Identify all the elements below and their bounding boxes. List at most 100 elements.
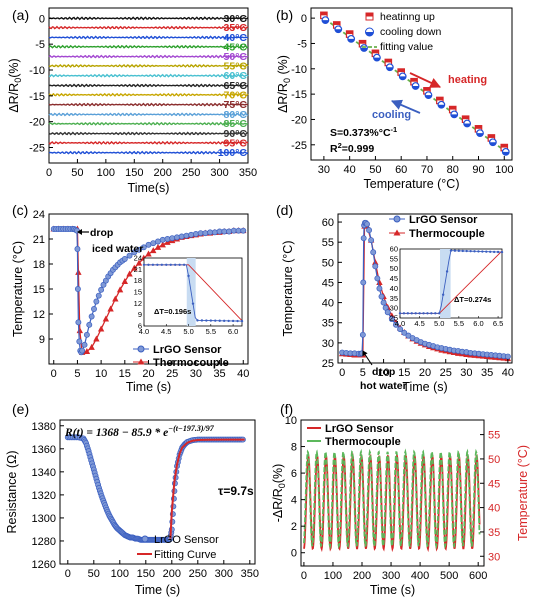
panel-f-y2tick-label: 45 [488, 478, 500, 490]
panel-f-ytick-label: 10 [285, 415, 297, 427]
panel-e-ytick-label: 1320 [32, 490, 56, 502]
panel-d-inset-sensor-point [469, 249, 472, 253]
panel-a-xtick-label: 300 [210, 167, 228, 179]
panel-c-sensor-point [98, 286, 105, 293]
panel-c-ytick-label: 12 [33, 309, 45, 321]
panel-b-legend-heat-marker-fill [366, 13, 373, 17]
panel-b-heating-arrow [409, 72, 441, 88]
panel-c-sensor-point [140, 244, 147, 251]
panel-b-cool-point-fill [373, 57, 381, 61]
panel-c-inset-sensor-point [227, 319, 230, 323]
panel-a-series-line [48, 131, 249, 136]
panel-a-xtick-label: 50 [71, 167, 83, 179]
panel-d-xtick-label: 40 [502, 367, 514, 379]
drop-annotation-c: drop [90, 227, 113, 239]
panel-c-sensor-point [121, 256, 128, 262]
panel-b-heat-point-fill [320, 12, 328, 16]
panel-d-inset-sensor-point [430, 312, 433, 315]
panel-d-xtick-label: 15 [398, 367, 410, 379]
panel-c-ytick-label: 18 [33, 259, 45, 271]
panel-e-legend-sensor-marker [141, 535, 149, 543]
panel-a-legend-label: 95°C [224, 137, 248, 149]
panel-label-c: (c) [12, 202, 28, 218]
panel-b-xtick-label: 30 [318, 164, 330, 176]
panel-e-legend-sensor: LrGO Sensor [154, 534, 219, 546]
panel-f-ytick-label: 6 [291, 468, 297, 480]
panel-e-xtick-label: 50 [88, 568, 100, 580]
panel-d-legend-sensor: LrGO Sensor [409, 214, 478, 226]
panel-b-legend-fit: fitting value [380, 41, 433, 53]
panel-c-ytick-label: 21 [33, 234, 45, 246]
panel-b-xtick-label: 60 [395, 164, 407, 176]
panel-e-ytick-label: 1340 [32, 467, 56, 479]
panel-b-cool-point-fill [463, 123, 471, 127]
panel-c-thermo-point [159, 241, 166, 248]
panel-c-sensor-point [83, 331, 90, 338]
panel-c-inset-ytick-label: 6 [138, 322, 142, 331]
panel-c-thermo-point [112, 295, 119, 302]
panel-d-sensor-point [401, 329, 408, 336]
panel-d-sensor-point [380, 299, 387, 306]
panel-b-cool-point-fill [386, 67, 394, 71]
panel-label-b: (b) [276, 7, 293, 23]
panel-c-sensor-point [169, 235, 176, 242]
panel-a-series-line [48, 140, 249, 145]
panel-a-ytick-label: -5 [35, 39, 45, 51]
panel-a-series-line [48, 25, 249, 30]
panel-c-thermo-point [93, 335, 100, 342]
panel-b-xtick-label: 40 [344, 164, 356, 176]
panel-c-inset-sensor-point [156, 263, 159, 266]
panel-c-inset-sensor-point [142, 263, 146, 266]
panel-d-sensor-point [368, 237, 375, 244]
panel-c-thermo-point [135, 259, 143, 266]
panel-c-sensor-point [159, 236, 166, 243]
panel-d-inset-ytick-label: 35 [390, 294, 398, 303]
panel-d-sensor-point [384, 309, 391, 316]
panel-b-heat-point-fill [462, 116, 469, 120]
panel-d-ytick-label: 35 [322, 318, 334, 330]
panel-d-inset-sensor-point [434, 312, 437, 315]
panel-e-xtick-label: 100 [111, 568, 129, 580]
panel-c-ytick-label: 15 [33, 284, 45, 296]
panel-d-inset-sensor-point [481, 250, 484, 253]
panel-c-sensor-point [74, 286, 81, 292]
panel-d-inset-sensor-point [473, 250, 476, 253]
panel-c-inset-sensor-point [196, 319, 199, 322]
panel-b-cool-point-fill [399, 76, 406, 80]
panel-d-legend-sensor-marker [393, 215, 401, 223]
panel-a-legend-label: 40°C [224, 32, 248, 44]
panel-f-ytick-label: 0 [291, 548, 297, 560]
panel-c-xlabel: Time (s) [126, 380, 171, 394]
panel-f-legend-sensor: LrGO Sensor [325, 423, 394, 435]
drop-annotation-d: drop [372, 366, 395, 378]
panel-a-xtick-label: 150 [125, 167, 143, 179]
panel-b-xtick-label: 50 [369, 164, 381, 176]
panel-d-sensor-point [393, 321, 399, 328]
panel-c-inset-xtick-label: 4.0 [139, 327, 149, 336]
inset-delta-c: ΔT=0.196s [154, 307, 191, 316]
panel-a-ytick-label: -10 [29, 65, 45, 77]
panel-c-sensor-point [74, 246, 81, 252]
panel-a-series-line [48, 83, 249, 88]
panel-d-ytick-label: 60 [322, 217, 334, 229]
panel-e-ytick-label: 1380 [32, 421, 56, 433]
panel-a-ytick-label: -25 [29, 143, 45, 155]
panel-d-drop-arrowhead [362, 350, 368, 357]
panel-c-sensor-point [91, 306, 97, 312]
panel-c-thermo-point [116, 286, 124, 293]
panel-c-inset-sensor-point [182, 263, 186, 266]
panel-c-inset-sensor-point [214, 319, 217, 322]
panel-e-ytick-label: 1260 [32, 559, 56, 571]
panel-b-legend-cool-marker-fill [365, 32, 374, 36]
panel-c-inset-ytick-label: 24 [134, 254, 142, 263]
panel-f-ytick-label: 8 [291, 442, 297, 454]
panel-a-series-line [48, 102, 249, 107]
cooling-annotation: cooling [372, 109, 411, 121]
panel-d-xtick-label: 5 [360, 367, 366, 379]
panel-d-inset-sensor-point [485, 250, 488, 253]
panel-b-heat-point-fill [385, 59, 392, 63]
panel-a-ytick-label: 0 [39, 13, 45, 25]
panel-c-inset-sensor-point [222, 319, 226, 323]
panel-d-sensor-point [359, 331, 366, 338]
panel-a-series-line [48, 54, 249, 59]
